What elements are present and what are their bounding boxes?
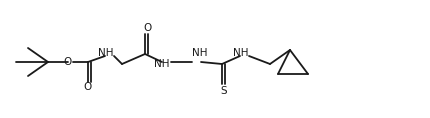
Text: NH: NH bbox=[154, 59, 170, 69]
Text: NH: NH bbox=[98, 48, 114, 58]
Text: NH: NH bbox=[192, 48, 208, 58]
Text: O: O bbox=[64, 57, 72, 67]
Text: S: S bbox=[221, 86, 227, 96]
Text: O: O bbox=[84, 82, 92, 92]
Text: O: O bbox=[144, 23, 152, 33]
Text: NH: NH bbox=[233, 48, 249, 58]
